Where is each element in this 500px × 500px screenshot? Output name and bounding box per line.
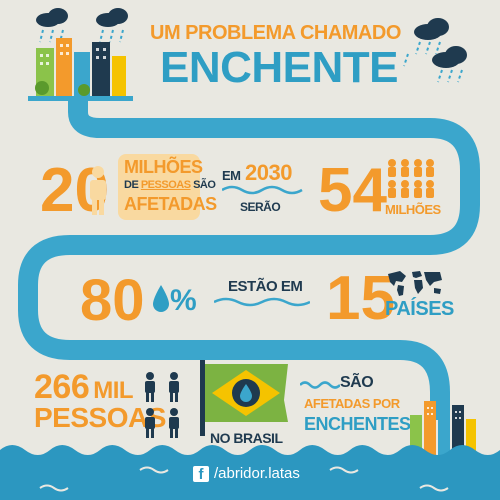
stat3-percent-sign: % — [170, 284, 197, 317]
stat1-de-pessoas-sao: DE PESSOAS SÃO — [124, 179, 216, 191]
flooded-city-icon — [410, 401, 476, 455]
stat2-em-year: EM 2030 — [222, 160, 292, 186]
stat2-year: 2030 — [245, 160, 292, 185]
person-icon — [90, 166, 106, 215]
stat2-em: EM — [222, 168, 241, 183]
stat4-number-line: 266 MIL — [34, 368, 134, 406]
stat2-number: 54 — [318, 156, 387, 225]
title-line1: UM PROBLEMA CHAMADO — [150, 22, 401, 45]
stat3-number: 15 — [326, 264, 395, 333]
stat4-afetadas-por: AFETADAS POR — [304, 396, 400, 411]
stat3-percent: 80 — [80, 268, 145, 333]
facebook-handle[interactable]: /abridor.latas — [214, 465, 300, 482]
people-group-icon — [388, 159, 434, 198]
stat4-mil: MIL — [93, 377, 134, 404]
brazil-flag-icon — [200, 360, 288, 436]
world-map-icon — [388, 271, 442, 296]
stat2-milhoes: MILHÕES — [385, 202, 441, 217]
wave-icon — [222, 185, 303, 195]
wave-icon — [300, 381, 340, 389]
facebook-icon[interactable]: f — [193, 466, 209, 483]
title-line2: ENCHENTE — [160, 43, 399, 92]
stat1-de: DE — [124, 179, 139, 191]
stat1-afetadas: AFETADAS — [124, 194, 217, 214]
stat4-number: 266 — [34, 368, 90, 406]
people-icon — [145, 372, 179, 438]
city-icon — [28, 8, 133, 101]
stat3-estao-em: ESTÃO EM — [228, 278, 303, 295]
water-drop-icon — [153, 285, 169, 312]
wave-icon — [214, 297, 310, 307]
title-part-b: CHAMADO — [299, 22, 401, 44]
stat4-sao: SÃO — [340, 374, 374, 391]
stat2-serao: SERÃO — [240, 200, 281, 214]
stat4-enchentes: ENCHENTES — [304, 414, 411, 434]
stat1-sao: SÃO — [193, 179, 216, 191]
stat3-paises: PAÍSES — [385, 298, 454, 320]
stat1-milhoes: MILHÕES — [124, 157, 203, 177]
rain-clouds-icon — [403, 18, 467, 83]
highlight-box — [118, 154, 200, 220]
stat4-pessoas: PESSOAS — [34, 402, 166, 433]
flood-water — [0, 445, 500, 500]
stat1-pessoas: PESSOAS — [140, 179, 191, 191]
stat4-no-brasil: NO BRASIL — [210, 430, 283, 446]
title-part-a: UM PROBLEMA — [150, 22, 295, 44]
